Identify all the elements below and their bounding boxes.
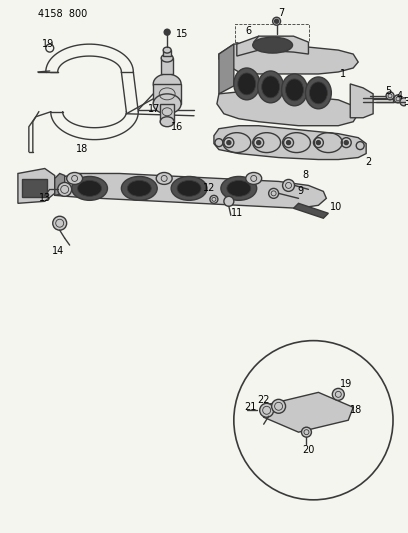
Ellipse shape — [161, 54, 173, 62]
Circle shape — [257, 141, 261, 144]
Bar — [235, 24, 309, 42]
Circle shape — [272, 399, 286, 413]
Circle shape — [227, 141, 231, 144]
Ellipse shape — [246, 173, 262, 184]
Bar — [161, 58, 173, 74]
Bar — [160, 104, 174, 122]
Ellipse shape — [127, 181, 151, 196]
Circle shape — [317, 141, 320, 144]
Ellipse shape — [72, 176, 107, 200]
Text: 14: 14 — [51, 246, 64, 256]
Circle shape — [210, 196, 218, 203]
Ellipse shape — [163, 47, 171, 53]
Polygon shape — [293, 203, 328, 218]
Circle shape — [302, 427, 311, 437]
Ellipse shape — [227, 181, 251, 196]
Circle shape — [273, 17, 281, 25]
Ellipse shape — [262, 76, 279, 98]
Ellipse shape — [221, 176, 257, 200]
Ellipse shape — [153, 94, 181, 114]
Polygon shape — [219, 42, 358, 74]
Polygon shape — [350, 84, 373, 118]
Circle shape — [344, 141, 348, 144]
Circle shape — [394, 95, 402, 103]
Circle shape — [234, 341, 393, 500]
Ellipse shape — [122, 176, 157, 200]
Text: 2: 2 — [365, 157, 371, 166]
Circle shape — [275, 19, 279, 23]
Ellipse shape — [153, 74, 181, 94]
Text: 19: 19 — [42, 39, 54, 49]
Ellipse shape — [258, 71, 284, 103]
Text: 8: 8 — [302, 171, 308, 181]
Text: 22: 22 — [257, 395, 270, 405]
Bar — [163, 50, 171, 56]
Circle shape — [53, 216, 67, 230]
Ellipse shape — [282, 74, 308, 106]
Ellipse shape — [160, 117, 174, 127]
Circle shape — [283, 180, 295, 191]
Circle shape — [400, 98, 408, 106]
Ellipse shape — [171, 176, 207, 200]
Polygon shape — [237, 36, 308, 56]
Bar — [153, 84, 181, 104]
Ellipse shape — [286, 79, 304, 101]
Bar — [22, 180, 47, 197]
Polygon shape — [264, 392, 353, 432]
Ellipse shape — [156, 173, 172, 184]
Text: 9: 9 — [297, 187, 304, 196]
Text: 15: 15 — [176, 29, 188, 39]
Text: 3: 3 — [403, 97, 408, 107]
Text: 17: 17 — [148, 104, 160, 114]
Ellipse shape — [253, 37, 293, 53]
Ellipse shape — [78, 181, 102, 196]
Text: 16: 16 — [171, 122, 183, 132]
Circle shape — [268, 188, 279, 198]
Ellipse shape — [309, 82, 327, 104]
Circle shape — [58, 182, 72, 196]
Polygon shape — [18, 168, 55, 203]
Ellipse shape — [67, 173, 82, 184]
Text: 12: 12 — [203, 183, 215, 193]
Text: 18: 18 — [350, 405, 362, 415]
Text: 4: 4 — [397, 91, 403, 101]
Text: 1: 1 — [340, 69, 346, 79]
Polygon shape — [217, 92, 358, 126]
Polygon shape — [55, 173, 326, 208]
Text: 10: 10 — [330, 203, 342, 212]
Text: 5: 5 — [385, 86, 391, 96]
Text: 19: 19 — [340, 379, 353, 390]
Circle shape — [260, 403, 274, 417]
Ellipse shape — [306, 77, 331, 109]
Text: 20: 20 — [302, 445, 315, 455]
Circle shape — [286, 141, 290, 144]
Text: 13: 13 — [39, 193, 51, 204]
Circle shape — [386, 92, 394, 100]
Ellipse shape — [177, 181, 201, 196]
Text: 6: 6 — [246, 26, 252, 36]
Polygon shape — [219, 44, 234, 94]
Polygon shape — [55, 173, 65, 196]
Ellipse shape — [238, 73, 256, 95]
Text: 4158  800: 4158 800 — [38, 9, 87, 19]
Text: 7: 7 — [278, 9, 285, 18]
Ellipse shape — [234, 68, 260, 100]
Circle shape — [224, 196, 234, 206]
Text: 11: 11 — [231, 208, 243, 219]
Text: 21: 21 — [244, 402, 257, 413]
Polygon shape — [214, 126, 366, 159]
Circle shape — [333, 389, 344, 400]
Text: 18: 18 — [75, 143, 88, 154]
Circle shape — [164, 29, 170, 35]
